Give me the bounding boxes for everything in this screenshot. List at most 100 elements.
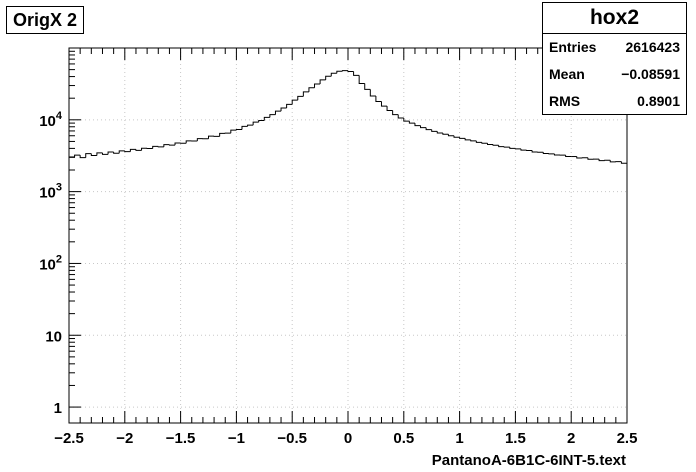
histogram-bin (620, 161, 627, 164)
histogram-bin (420, 125, 427, 129)
histogram-bin (325, 75, 332, 80)
histogram-bin (436, 131, 443, 134)
histogram-bin (174, 142, 181, 146)
histogram-bars (69, 70, 627, 164)
x-axis: −2.5 −2 −1.5 −1 −0.5 0 0.5 1 1.5 2 2.5 (54, 48, 637, 447)
histogram-bin (247, 124, 254, 127)
x-tick-label: −1.5 (166, 430, 196, 447)
histogram-bin (397, 114, 404, 119)
histogram-bin (598, 159, 605, 162)
x-tick-label: −2 (116, 430, 133, 447)
histogram-bin (464, 138, 471, 141)
stats-row-mean: Mean −0.08591 (543, 61, 686, 88)
y-tick-label: 103 (39, 182, 62, 202)
histogram-bin (358, 75, 365, 85)
y-tick-label: 104 (39, 110, 63, 130)
stats-box: hox2 Entries 2616423 Mean −0.08591 RMS 0… (542, 2, 687, 115)
stats-value: −0.08591 (621, 66, 680, 82)
y-axis: 1 10 102 103 104 (39, 47, 81, 417)
histogram-bin (258, 119, 265, 123)
histogram-bin (314, 83, 321, 88)
histogram-bin (341, 70, 348, 72)
histogram-bin (498, 145, 505, 148)
x-tick-label: 2 (567, 430, 575, 447)
histogram-bin (576, 156, 583, 159)
stats-value: 2616423 (625, 39, 680, 55)
histogram-bin (252, 121, 259, 126)
stats-row-rms: RMS 0.8901 (543, 88, 686, 115)
y-tick-label: 102 (39, 253, 62, 273)
histogram-bin (235, 129, 242, 131)
histogram-bin (297, 95, 304, 101)
stats-label: Mean (549, 66, 585, 82)
stats-row-entries: Entries 2616423 (543, 34, 686, 61)
histogram-bin (263, 116, 270, 121)
x-tick-label: 1 (455, 430, 463, 447)
histogram-bin (408, 121, 415, 124)
x-axis-title: PantanoA-6B1C-6INT-5.text (431, 452, 626, 469)
histogram-bin (168, 144, 176, 146)
stats-label: RMS (549, 93, 581, 109)
histogram-bin (403, 117, 410, 122)
histogram-bin (85, 153, 92, 158)
histogram-bin (386, 106, 393, 111)
histogram-bin (308, 87, 315, 92)
histogram-bin (135, 149, 142, 151)
histogram-bin (302, 91, 309, 97)
x-tick-label: 0.5 (393, 430, 414, 447)
histogram-bin (118, 150, 125, 154)
histogram-bin (347, 70, 354, 73)
histogram-bin (565, 155, 572, 158)
histogram-bin (509, 147, 516, 149)
histogram-bin (96, 152, 103, 156)
y-tick-label: 1 (54, 400, 62, 417)
histogram-bin (442, 132, 449, 135)
histogram-bin (375, 95, 382, 102)
histogram-bin (481, 142, 488, 144)
histogram-bin (101, 152, 109, 155)
histogram-bin (113, 152, 120, 154)
stats-label: Entries (549, 39, 597, 55)
histogram-bin (380, 101, 388, 107)
histogram-bin (280, 107, 287, 112)
histogram-bin (319, 79, 326, 85)
histogram-bin (414, 123, 421, 127)
histogram-bin (369, 89, 376, 97)
histogram-bin (475, 140, 482, 143)
histogram-bin (124, 150, 131, 153)
histogram-bin (431, 129, 438, 132)
histogram-bin (230, 129, 237, 134)
histogram-bin (274, 110, 282, 115)
histogram-bin (453, 135, 460, 138)
histogram-bin (291, 99, 298, 105)
histogram-bin (152, 145, 159, 149)
grid-lines (69, 48, 627, 423)
histogram-bin (392, 110, 399, 116)
histogram-bin (553, 153, 561, 156)
histogram-bin (219, 132, 226, 137)
histogram-bin (269, 114, 276, 118)
x-tick-label: −0.5 (277, 430, 307, 447)
histogram-bin (492, 144, 499, 146)
histogram-bin (336, 70, 343, 74)
histogram-bin (241, 125, 248, 130)
histogram-bin (587, 157, 594, 160)
histogram-bin (79, 155, 86, 159)
x-tick-label: −1 (228, 430, 245, 447)
histogram-bin (609, 160, 616, 163)
histogram-bin (364, 83, 371, 90)
x-tick-label: 0 (344, 430, 352, 447)
histogram-title-box: OrigX 2 (6, 6, 85, 34)
histogram-bin (74, 154, 81, 157)
histogram-bin (90, 153, 97, 157)
histogram-bin (196, 138, 203, 142)
histogram-bin (353, 71, 360, 76)
histogram-bin (470, 139, 477, 142)
histogram-bin (531, 150, 538, 153)
histogram-bin (286, 103, 293, 109)
histogram-bin (208, 135, 215, 139)
histogram-bin (459, 137, 466, 139)
histogram-bin (185, 140, 192, 144)
stats-value: 0.8901 (637, 93, 680, 109)
